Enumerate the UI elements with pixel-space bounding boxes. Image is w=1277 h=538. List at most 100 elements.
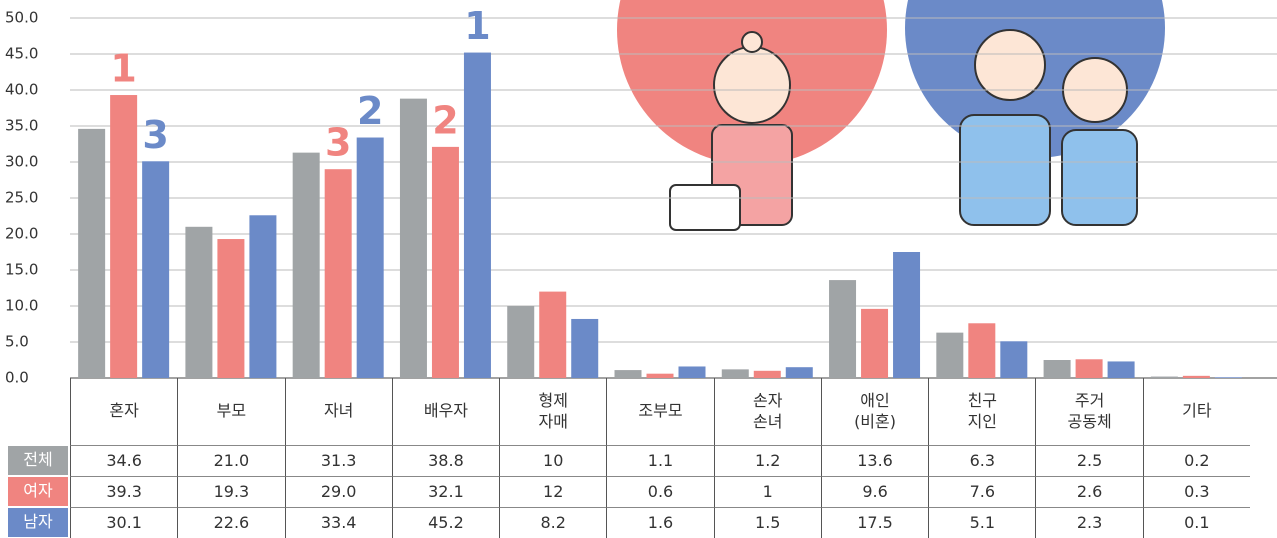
- bar: [399, 98, 427, 378]
- table-cell: 2.5: [1035, 446, 1143, 477]
- bar: [78, 128, 106, 378]
- bar: [507, 306, 535, 378]
- rank-label: 2: [357, 89, 383, 133]
- bar: [785, 367, 813, 378]
- table-cell: 34.6: [70, 446, 178, 477]
- bar: [217, 239, 245, 378]
- column-header: 조부모: [606, 378, 714, 446]
- rank-label: 3: [325, 121, 351, 165]
- y-tick-label: 5.0: [5, 333, 29, 351]
- table-cell: 7.6: [928, 477, 1036, 508]
- illustration-woman: [669, 31, 793, 231]
- row-header: 남자: [8, 508, 68, 538]
- bar: [249, 215, 277, 378]
- table-cell: 1.2: [713, 446, 821, 477]
- y-tick-label: 50.0: [5, 9, 38, 27]
- bar: [614, 370, 642, 378]
- bar: [1043, 360, 1071, 378]
- bar: [936, 332, 964, 378]
- bar: [861, 308, 889, 378]
- table-cell: 1: [713, 477, 821, 508]
- bar: [1150, 376, 1178, 378]
- bar: [185, 226, 213, 378]
- y-tick-label: 20.0: [5, 225, 38, 243]
- column-header: 기타: [1142, 378, 1250, 446]
- column-header: 손자 손녀: [713, 378, 821, 446]
- table-cell: 1.6: [606, 508, 713, 538]
- y-tick-label: 45.0: [5, 45, 38, 63]
- table-cell: 6.3: [928, 446, 1036, 477]
- table-cell: 38.8: [391, 446, 500, 477]
- bar: [968, 323, 996, 378]
- row-header: 전체: [8, 446, 68, 476]
- y-tick-label: 30.0: [5, 153, 38, 171]
- table-cell: 9.6: [820, 477, 929, 508]
- bar: [571, 318, 599, 378]
- table-cell: 1.5: [713, 508, 821, 538]
- bar: [678, 366, 706, 378]
- table-cell: 13.6: [820, 446, 929, 477]
- table-cell: 1.1: [606, 446, 714, 477]
- bar: [431, 146, 459, 378]
- column-header: 주거 공동체: [1035, 378, 1143, 446]
- rank-label: 3: [142, 113, 168, 157]
- table-cell: 33.4: [284, 508, 392, 538]
- bar: [1182, 375, 1210, 378]
- table-cell: 39.3: [70, 477, 178, 508]
- y-tick-label: 35.0: [5, 117, 38, 135]
- bar: [646, 373, 674, 378]
- table-cell: 21.0: [177, 446, 285, 477]
- bar: [1075, 359, 1103, 378]
- column-header: 친구 지인: [928, 378, 1036, 446]
- rank-label: 2: [432, 98, 458, 142]
- bar: [142, 161, 170, 378]
- row-header: 여자: [8, 477, 68, 507]
- bar: [721, 369, 749, 378]
- table-cell: 0.6: [606, 477, 714, 508]
- table-cell: 0.3: [1142, 477, 1250, 508]
- table-cell: 8.2: [499, 508, 606, 538]
- bar: [753, 370, 781, 378]
- column-header: 배우자: [391, 378, 500, 446]
- y-tick-label: 25.0: [5, 189, 38, 207]
- bar: [1214, 377, 1242, 378]
- table-cell: 45.2: [391, 508, 499, 538]
- bar: [324, 169, 352, 378]
- rank-label: 1: [464, 4, 490, 48]
- bar: [1000, 341, 1028, 378]
- table-cell: 22.6: [177, 508, 284, 538]
- table-cell: 31.3: [284, 446, 392, 477]
- table-cell: 0.2: [1142, 446, 1250, 477]
- bar: [356, 137, 384, 378]
- table-cell: 0.1: [1142, 508, 1250, 538]
- table-cell: 17.5: [820, 508, 928, 538]
- column-header: 혼자: [70, 378, 178, 446]
- column-header: 형제 자매: [499, 378, 607, 446]
- table-cell: 2.6: [1035, 477, 1143, 508]
- table-cell: 30.1: [70, 508, 177, 538]
- y-tick-label: 0.0: [5, 369, 29, 387]
- table-cell: 12: [499, 477, 607, 508]
- bar: [539, 291, 567, 378]
- column-header: 애인 (비혼): [820, 378, 929, 446]
- table-cell: 19.3: [177, 477, 285, 508]
- bar: [463, 52, 491, 379]
- table-cell: 29.0: [284, 477, 392, 508]
- table-cell: 32.1: [391, 477, 500, 508]
- y-tick-label: 40.0: [5, 81, 38, 99]
- table-cell: 5.1: [928, 508, 1035, 538]
- bar: [893, 252, 921, 378]
- column-header: 부모: [177, 378, 285, 446]
- bar: [829, 280, 857, 378]
- y-tick-label: 10.0: [5, 297, 38, 315]
- bar: [110, 95, 138, 378]
- y-tick-label: 15.0: [5, 261, 38, 279]
- table-cell: 10: [499, 446, 607, 477]
- column-header: 자녀: [284, 378, 392, 446]
- table-cell: 2.3: [1035, 508, 1142, 538]
- rank-label: 1: [110, 47, 136, 91]
- bar: [1107, 361, 1135, 378]
- bar: [292, 152, 320, 378]
